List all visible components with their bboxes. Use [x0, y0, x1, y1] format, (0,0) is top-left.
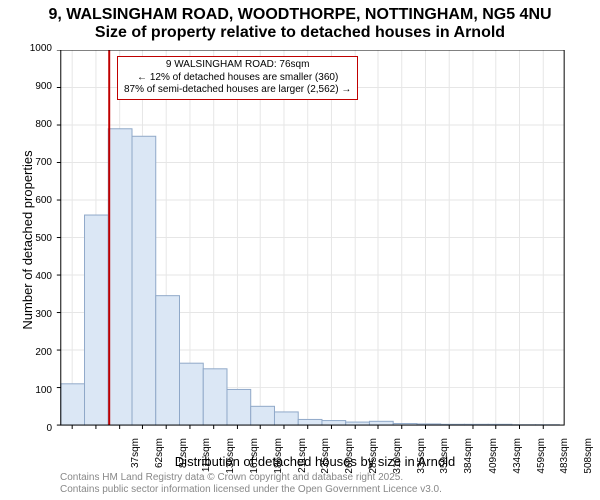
annotation-box: 9 WALSINGHAM ROAD: 76sqm ← 12% of detach… — [117, 56, 358, 100]
xtick-label: 508sqm — [583, 438, 594, 498]
ytick-label: 100 — [12, 385, 52, 396]
x-axis-label: Distribution of detached houses by size … — [60, 454, 570, 469]
ytick-label: 600 — [12, 195, 52, 206]
footer: Contains HM Land Registry data © Crown c… — [60, 472, 570, 495]
annotation-line2: ← 12% of detached houses are smaller (36… — [124, 72, 351, 85]
ytick-label: 900 — [12, 81, 52, 92]
ytick-label: 200 — [12, 347, 52, 358]
ytick-label: 800 — [12, 119, 52, 130]
ytick-label: 0 — [12, 423, 52, 434]
chart-container: 9, WALSINGHAM ROAD, WOODTHORPE, NOTTINGH… — [0, 0, 600, 500]
ytick-label: 300 — [12, 309, 52, 320]
annotation-line3: 87% of semi-detached houses are larger (… — [124, 84, 351, 97]
histogram-plot — [55, 50, 565, 430]
ytick-label: 700 — [12, 157, 52, 168]
title-line2: Size of property relative to detached ho… — [0, 24, 600, 42]
title-line1: 9, WALSINGHAM ROAD, WOODTHORPE, NOTTINGH… — [0, 6, 600, 24]
annotation-line1: 9 WALSINGHAM ROAD: 76sqm — [124, 59, 351, 72]
ytick-label: 1000 — [12, 43, 52, 54]
chart-area: 37sqm62sqm87sqm111sqm136sqm161sqm186sqm2… — [60, 50, 570, 430]
title-block: 9, WALSINGHAM ROAD, WOODTHORPE, NOTTINGH… — [0, 0, 600, 42]
ytick-label: 400 — [12, 271, 52, 282]
ytick-label: 500 — [12, 233, 52, 244]
footer-line2: Contains public sector information licen… — [60, 484, 570, 496]
footer-line1: Contains HM Land Registry data © Crown c… — [60, 472, 570, 484]
